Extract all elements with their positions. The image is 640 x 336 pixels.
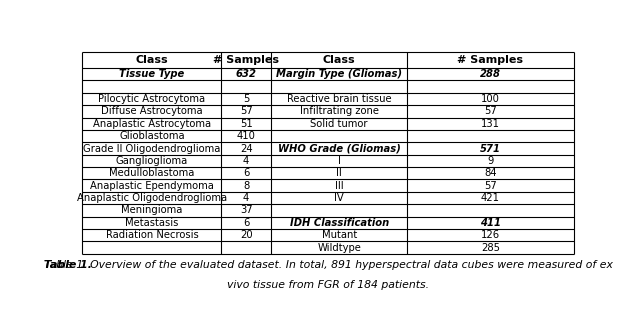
Text: 410: 410	[237, 131, 255, 141]
Text: 100: 100	[481, 94, 500, 104]
Text: Solid tumor: Solid tumor	[310, 119, 368, 129]
Text: Glioblastoma: Glioblastoma	[119, 131, 185, 141]
Text: 126: 126	[481, 230, 500, 240]
Text: Class: Class	[323, 55, 355, 65]
Text: 285: 285	[481, 243, 500, 253]
Text: Wildtype: Wildtype	[317, 243, 361, 253]
Text: vivo tissue from FGR of 184 patients.: vivo tissue from FGR of 184 patients.	[227, 280, 429, 290]
Text: Medulloblastoma: Medulloblastoma	[109, 168, 195, 178]
Text: 9: 9	[487, 156, 493, 166]
Text: 571: 571	[480, 143, 501, 154]
Text: # Samples: # Samples	[458, 55, 524, 65]
Text: Mutant: Mutant	[321, 230, 356, 240]
Text: 57: 57	[484, 107, 497, 116]
Text: 37: 37	[240, 205, 252, 215]
Text: Ganglioglioma: Ganglioglioma	[116, 156, 188, 166]
Text: III: III	[335, 181, 344, 191]
Text: 57: 57	[484, 181, 497, 191]
Text: Class: Class	[136, 55, 168, 65]
Text: Pilocytic Astrocytoma: Pilocytic Astrocytoma	[99, 94, 205, 104]
Text: IDH Classification: IDH Classification	[289, 218, 388, 228]
Text: Anaplastic Ependymoma: Anaplastic Ependymoma	[90, 181, 214, 191]
Text: Table 1. Overview of the evaluated dataset. In total, 891 hyperspectral data cub: Table 1. Overview of the evaluated datas…	[44, 260, 612, 270]
Text: IV: IV	[334, 193, 344, 203]
Text: Margin Type (Gliomas): Margin Type (Gliomas)	[276, 69, 402, 79]
Text: I: I	[338, 156, 340, 166]
Text: II: II	[336, 168, 342, 178]
Text: Radiation Necrosis: Radiation Necrosis	[106, 230, 198, 240]
Text: 411: 411	[480, 218, 501, 228]
Text: 20: 20	[240, 230, 252, 240]
Text: 4: 4	[243, 193, 250, 203]
Text: 51: 51	[240, 119, 253, 129]
Text: WHO Grade (Gliomas): WHO Grade (Gliomas)	[278, 143, 401, 154]
Text: 131: 131	[481, 119, 500, 129]
Text: 24: 24	[240, 143, 252, 154]
Text: Reactive brain tissue: Reactive brain tissue	[287, 94, 392, 104]
Text: 288: 288	[480, 69, 501, 79]
Text: 6: 6	[243, 168, 250, 178]
Text: Grade II Oligodendroglioma: Grade II Oligodendroglioma	[83, 143, 221, 154]
Text: Diffuse Astrocytoma: Diffuse Astrocytoma	[101, 107, 203, 116]
Text: 5: 5	[243, 94, 250, 104]
Text: 84: 84	[484, 168, 497, 178]
Text: 632: 632	[236, 69, 257, 79]
Text: 8: 8	[243, 181, 250, 191]
Text: Table 1.: Table 1.	[44, 260, 92, 270]
Text: Infiltrating zone: Infiltrating zone	[300, 107, 379, 116]
Text: Anaplastic Astrocytoma: Anaplastic Astrocytoma	[93, 119, 211, 129]
Text: Tissue Type: Tissue Type	[119, 69, 184, 79]
Text: 6: 6	[243, 218, 250, 228]
Text: 421: 421	[481, 193, 500, 203]
Text: Anaplastic Oligodendroglioma: Anaplastic Oligodendroglioma	[77, 193, 227, 203]
Text: 4: 4	[243, 156, 250, 166]
Text: # Samples: # Samples	[213, 55, 279, 65]
Text: Metastasis: Metastasis	[125, 218, 179, 228]
Text: 57: 57	[240, 107, 253, 116]
Text: Meningioma: Meningioma	[121, 205, 182, 215]
